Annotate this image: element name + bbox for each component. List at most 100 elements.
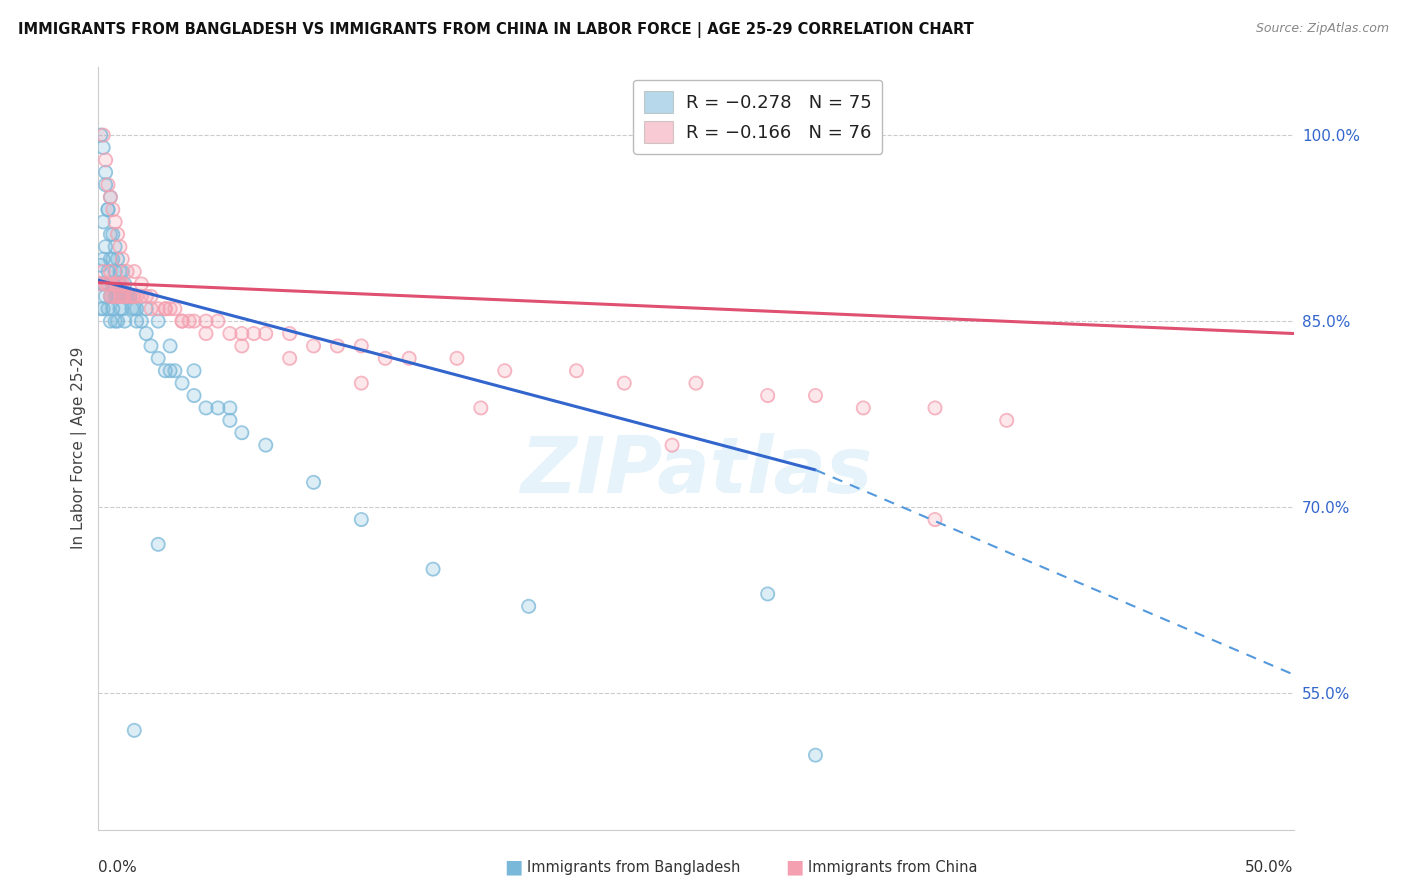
Point: [91, 215, 114, 229]
Point: [195, 326, 218, 341]
Point: [97, 264, 120, 278]
Point: [172, 314, 194, 328]
Point: [148, 314, 170, 328]
Point: [159, 301, 181, 316]
Point: [148, 537, 170, 551]
Point: [852, 401, 875, 415]
Point: [111, 301, 134, 316]
Point: [135, 301, 157, 316]
Point: [104, 277, 127, 291]
Point: [98, 289, 122, 303]
Point: [91, 301, 114, 316]
Point: [613, 376, 636, 391]
Point: [756, 388, 779, 402]
Point: [131, 314, 153, 328]
Point: [94, 289, 117, 303]
Point: [125, 301, 148, 316]
Point: [446, 351, 468, 366]
Point: [108, 277, 131, 291]
Point: [172, 314, 194, 328]
Point: [91, 277, 114, 291]
Point: [91, 215, 114, 229]
Point: [219, 401, 242, 415]
Point: [148, 537, 170, 551]
Point: [107, 289, 129, 303]
Point: [172, 314, 194, 328]
Point: [685, 376, 707, 391]
Point: [104, 289, 127, 303]
Point: [139, 301, 162, 316]
Legend: R = −0.278   N = 75, R = −0.166   N = 76: R = −0.278 N = 75, R = −0.166 N = 76: [633, 79, 882, 153]
Point: [131, 277, 153, 291]
Point: [159, 339, 181, 353]
Point: [195, 401, 218, 415]
Point: [98, 289, 122, 303]
Point: [159, 301, 181, 316]
Point: [90, 277, 112, 291]
Point: [121, 301, 143, 316]
Point: [183, 388, 205, 402]
Text: 50.0%: 50.0%: [1246, 860, 1294, 875]
Point: [97, 301, 120, 316]
Text: 0.0%: 0.0%: [98, 860, 138, 875]
Point: [494, 364, 516, 378]
Point: [326, 339, 349, 353]
Point: [90, 301, 112, 316]
Point: [163, 364, 186, 378]
Point: [107, 252, 129, 266]
Point: [101, 252, 124, 266]
Point: [924, 512, 946, 526]
Point: [97, 202, 120, 217]
Point: [243, 326, 266, 341]
Point: [108, 240, 131, 254]
Point: [155, 301, 177, 316]
Point: [148, 301, 170, 316]
Point: [207, 314, 229, 328]
Point: [97, 178, 120, 192]
Point: [470, 401, 492, 415]
Point: [101, 277, 124, 291]
Point: [104, 240, 127, 254]
Point: [163, 364, 186, 378]
Point: [98, 190, 122, 204]
Point: [219, 401, 242, 415]
Point: [350, 339, 373, 353]
Point: [179, 314, 201, 328]
Point: [159, 339, 181, 353]
Point: [231, 326, 253, 341]
Point: [108, 289, 131, 303]
Point: [108, 264, 131, 278]
Point: [163, 301, 186, 316]
Point: [104, 289, 127, 303]
Point: [207, 401, 229, 415]
Point: [107, 289, 129, 303]
Point: [104, 215, 127, 229]
Point: [231, 425, 253, 440]
Point: [219, 326, 242, 341]
Point: [114, 289, 136, 303]
Point: [101, 289, 124, 303]
Text: ■: ■: [785, 857, 804, 877]
Point: [114, 314, 136, 328]
Point: [172, 314, 194, 328]
Point: [231, 339, 253, 353]
Point: [121, 301, 143, 316]
Text: Immigrants from China: Immigrants from China: [808, 860, 979, 874]
Point: [124, 301, 146, 316]
Point: [104, 277, 127, 291]
Point: [139, 289, 162, 303]
Point: [121, 289, 143, 303]
Point: [155, 301, 177, 316]
Point: [111, 252, 134, 266]
Point: [91, 252, 114, 266]
Point: [97, 264, 120, 278]
Point: [131, 314, 153, 328]
Point: [121, 289, 143, 303]
Point: [90, 128, 112, 142]
Point: [804, 748, 827, 763]
Point: [101, 202, 124, 217]
Point: [101, 277, 124, 291]
Point: [98, 227, 122, 242]
Point: [114, 314, 136, 328]
Text: ■: ■: [503, 857, 523, 877]
